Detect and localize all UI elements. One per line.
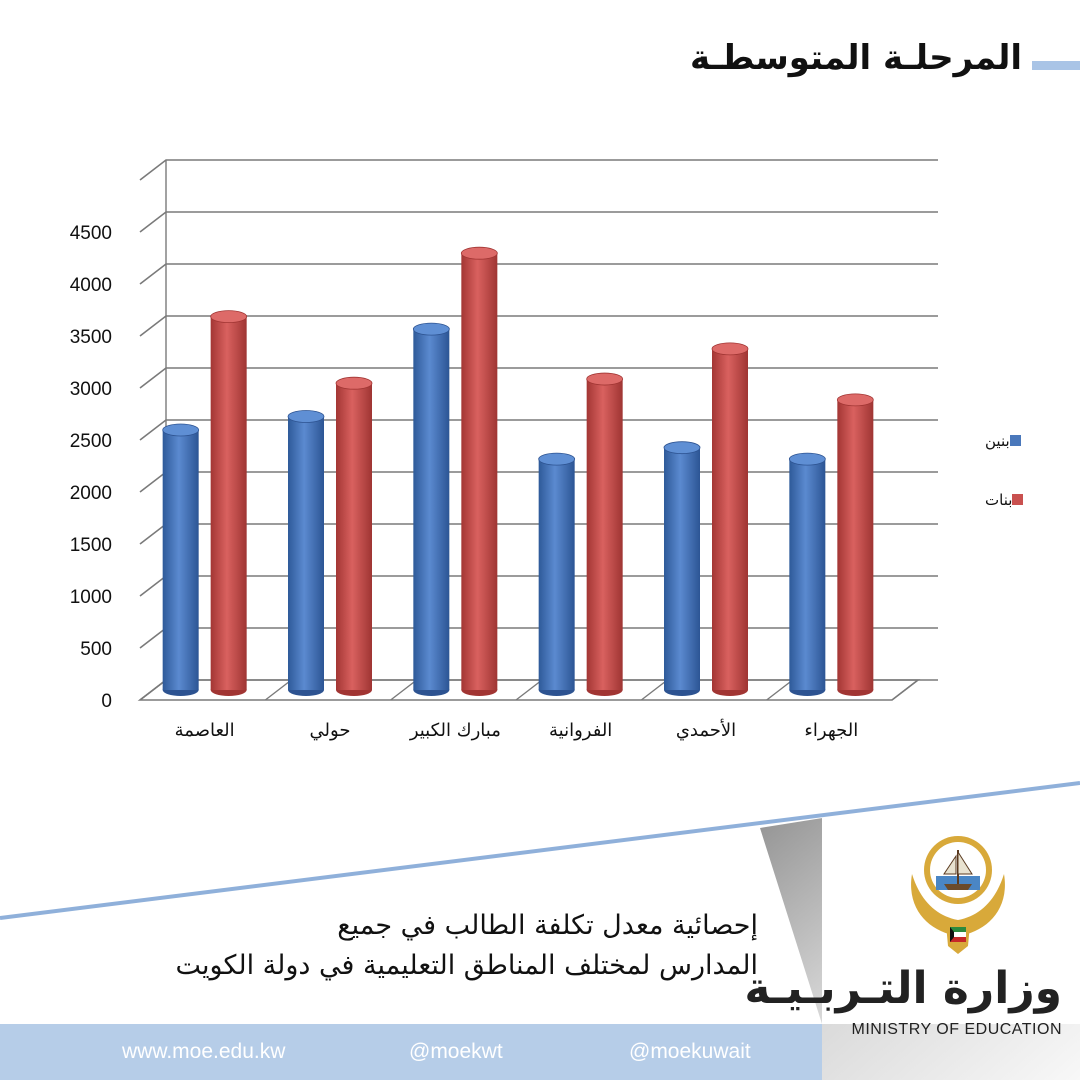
gridline <box>139 315 938 337</box>
caption-line-1: إحصائية معدل تكلفة الطالب في جميع <box>337 910 758 941</box>
chart-caption: إحصائية معدل تكلفة الطالب في جميع المدار… <box>38 906 758 986</box>
floor-divider <box>766 679 794 701</box>
floor-divider <box>640 679 668 701</box>
chart-legend: بنين بنات <box>985 428 1047 546</box>
bar-boys-0 <box>162 423 200 696</box>
bar-boys-1 <box>287 410 325 696</box>
y-tick-label: 3000 <box>70 379 112 400</box>
x-tick-label: حولي <box>310 720 351 741</box>
y-tick-label: 1000 <box>70 587 112 608</box>
legend-item-girls: بنات <box>985 487 1047 512</box>
gridline <box>139 419 938 441</box>
ministry-name-english: MINISTRY OF EDUCATION <box>851 1021 1062 1038</box>
instagram-link[interactable]: @moekwt <box>409 1034 503 1070</box>
floor-divider <box>139 679 167 701</box>
bar-girls-4 <box>711 342 749 696</box>
legend-swatch-boys <box>1009 435 1021 446</box>
y-tick-label: 4500 <box>70 223 112 244</box>
gridline <box>139 367 938 389</box>
gridline <box>139 211 938 233</box>
bar-girls-2 <box>460 246 498 696</box>
kuwait-emblem-icon <box>911 836 1005 954</box>
y-tick-label: 4000 <box>70 275 112 296</box>
floor-divider <box>264 679 292 701</box>
twitter-handle[interactable]: @moekuwait <box>629 1040 751 1063</box>
bar-boys-3 <box>538 452 576 696</box>
y-tick-label: 1500 <box>70 535 112 556</box>
legend-label-girls: بنات <box>985 490 1013 509</box>
bar-girls-1 <box>335 376 373 696</box>
y-tick-label: 3500 <box>70 327 112 348</box>
x-tick-label: الفروانية <box>549 720 612 741</box>
chart-bars <box>162 246 874 696</box>
floor-divider <box>891 679 919 701</box>
y-tick-label: 2000 <box>70 483 112 504</box>
y-tick-label: 500 <box>80 639 112 660</box>
y-tick-label: 0 <box>101 691 112 712</box>
title-accent-bar <box>1032 61 1080 70</box>
x-tick-label: الجهراء <box>804 720 858 741</box>
bar-boys-5 <box>788 452 826 696</box>
twitter-link[interactable]: @moekuwait <box>629 1034 751 1070</box>
x-tick-labels: العاصمة حولي مبارك الكبير الفروانية الأحمدي ا… <box>175 719 859 741</box>
legend-swatch-girls <box>1012 494 1024 505</box>
bar-girls-5 <box>836 393 874 696</box>
x-tick-label: مبارك الكبير <box>409 720 501 741</box>
website-link[interactable]: www.moe.edu.kw <box>122 1034 285 1070</box>
floor-divider <box>515 679 543 701</box>
floor-divider <box>390 679 418 701</box>
website-text[interactable]: www.moe.edu.kw <box>122 1040 286 1063</box>
bar-boys-4 <box>663 441 701 696</box>
footer-bar: www.moe.edu.kw @moekwt @moekuwait <box>0 1024 822 1080</box>
ministry-name-arabic: وزارة التـربـيـة <box>744 963 1062 1014</box>
bar-boys-2 <box>412 322 450 696</box>
gridline <box>139 263 938 285</box>
y-tick-labels: 0 500 1000 1500 2000 2500 3000 3500 4000 4500 <box>70 223 112 712</box>
legend-item-boys: بنين <box>985 428 1047 453</box>
bar-girls-3 <box>586 372 624 696</box>
page-title: المرحلـة المتوسطـة <box>689 38 1022 78</box>
x-tick-label: الأحمدي <box>676 719 736 741</box>
caption-line-2: المدارس لمختلف المناطق التعليمية في دولة… <box>175 950 758 981</box>
bar-girls-0 <box>210 310 248 696</box>
y-tick-label: 2500 <box>70 431 112 452</box>
legend-label-boys: بنين <box>985 431 1010 450</box>
gridline <box>139 159 938 181</box>
x-tick-label: العاصمة <box>175 720 235 741</box>
instagram-handle[interactable]: @moekwt <box>409 1040 503 1063</box>
